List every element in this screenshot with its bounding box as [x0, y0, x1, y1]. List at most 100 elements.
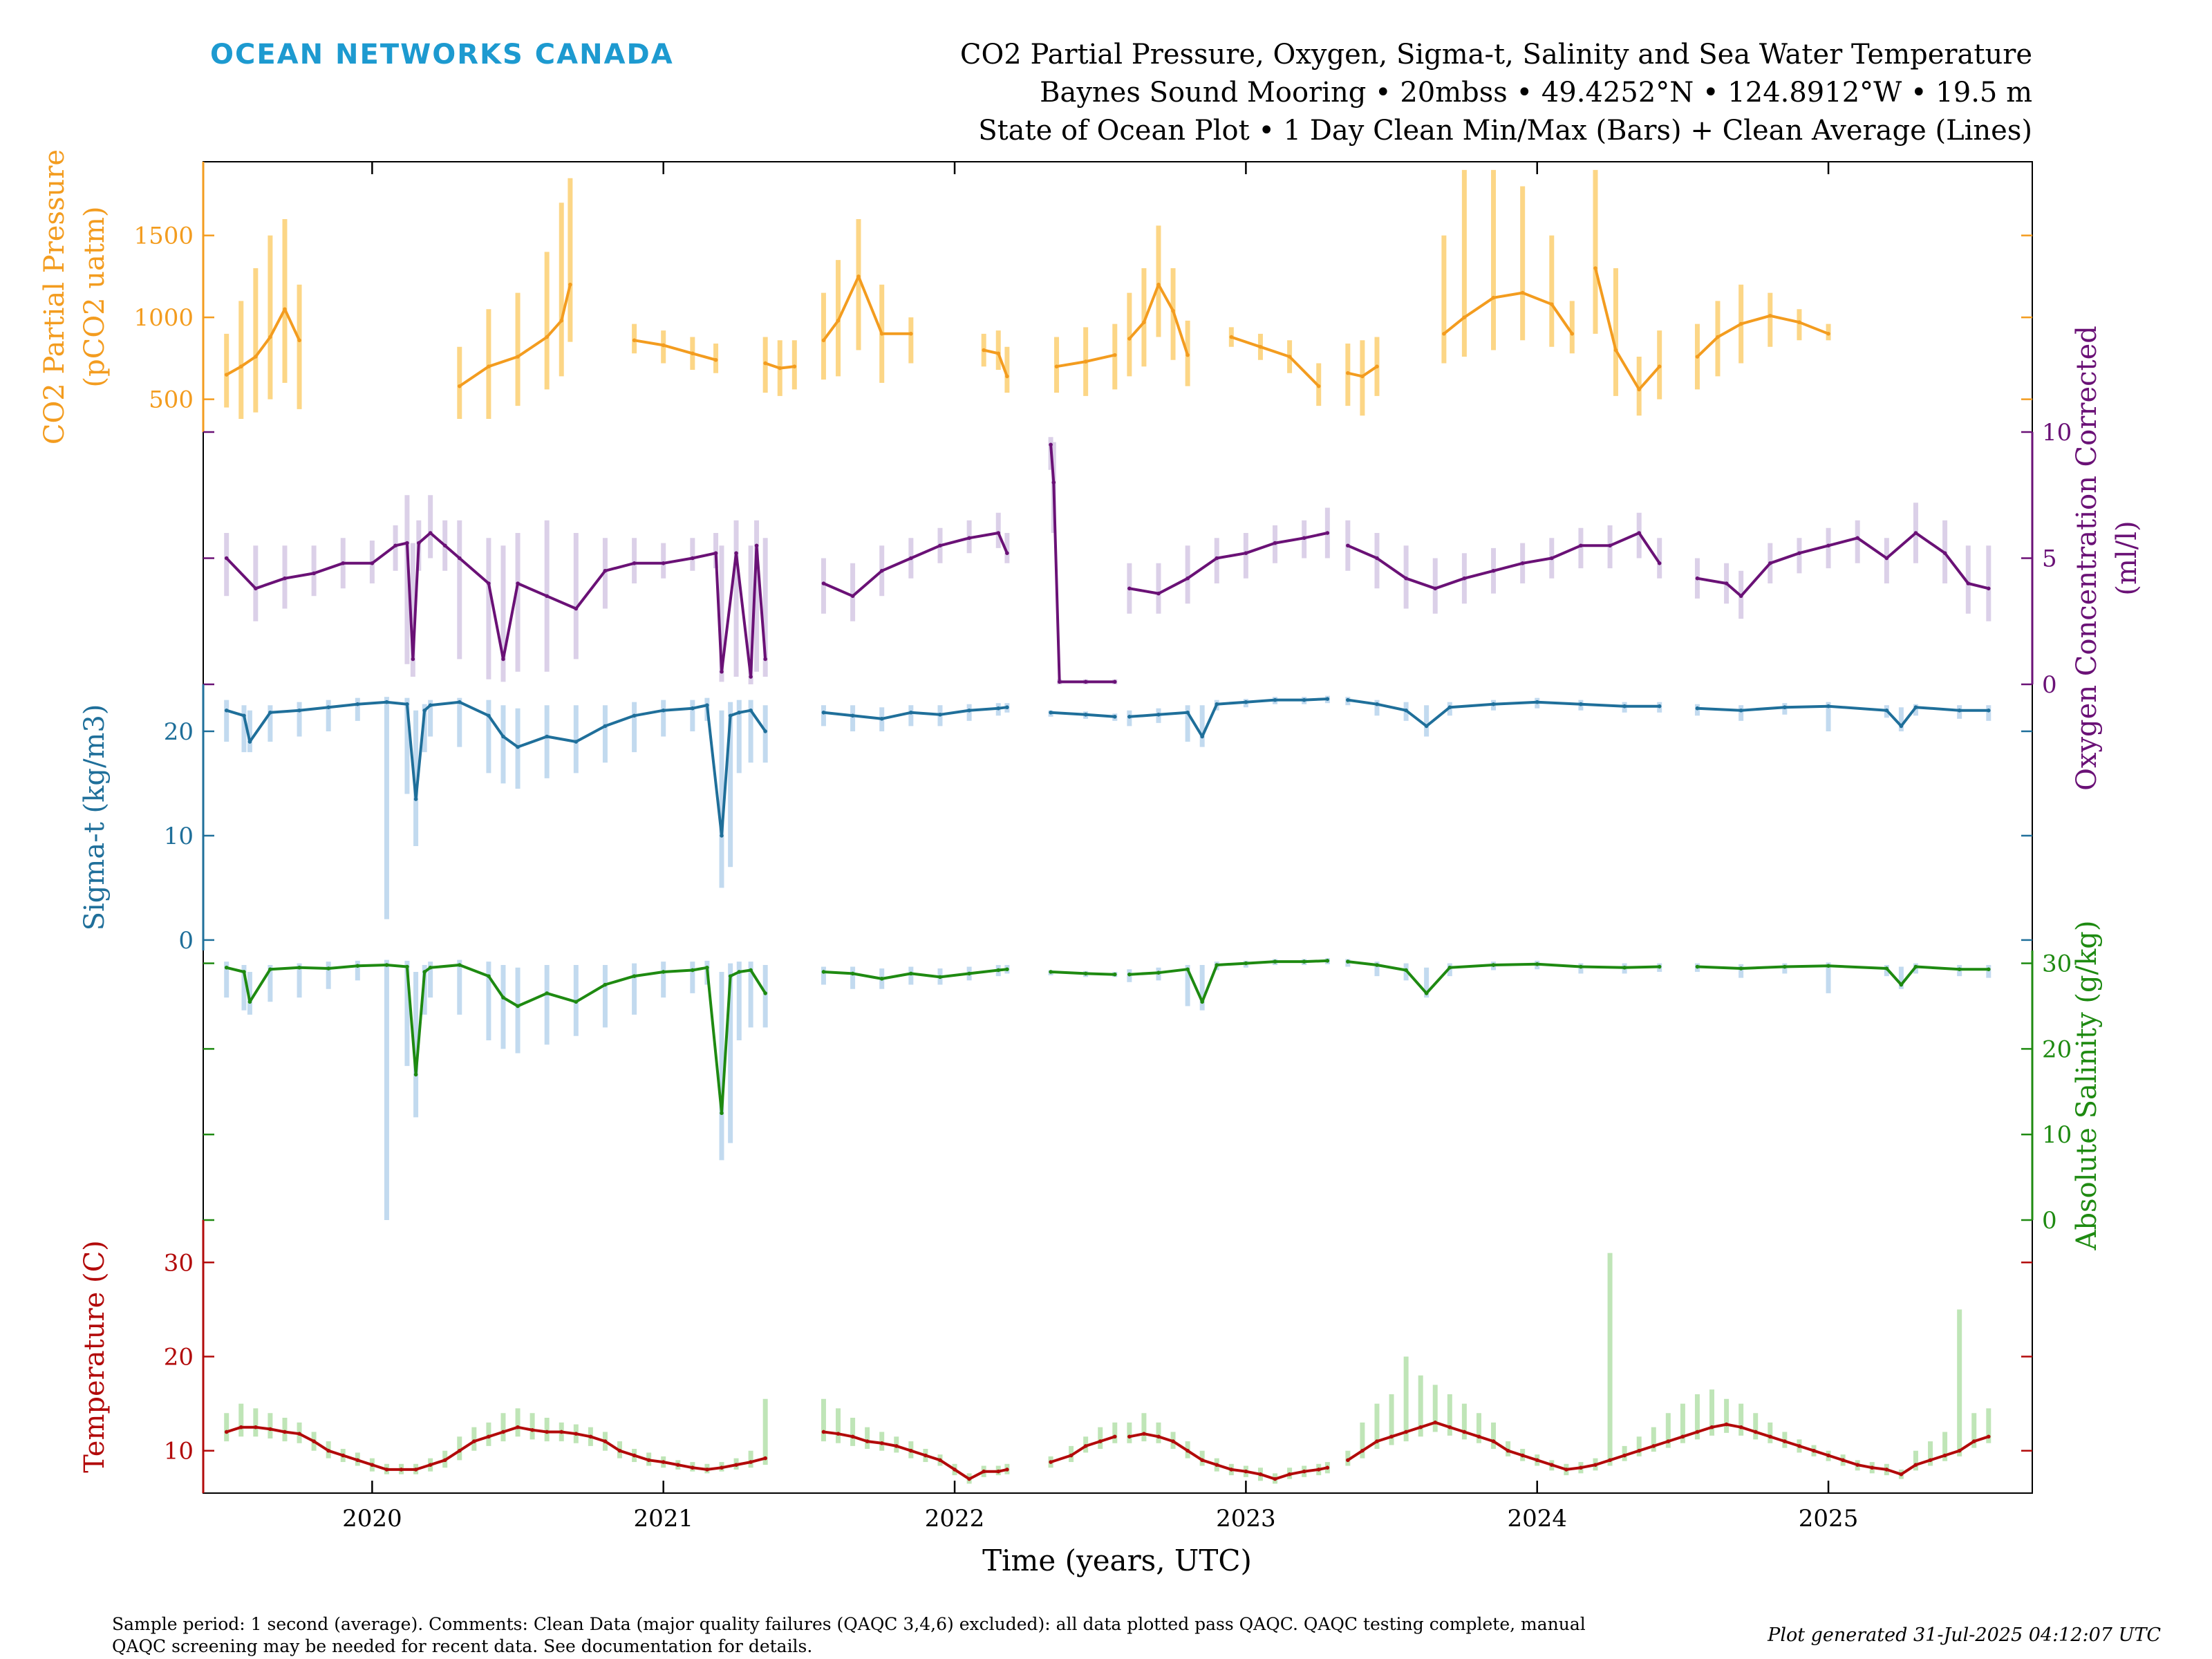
co2-axis-label: CO2 Partial Pressure	[39, 149, 71, 444]
oxygen-average-point	[341, 561, 346, 565]
co2-average-point	[1695, 355, 1700, 359]
temperature-average-point	[1462, 1430, 1467, 1434]
temperature-average-point	[1083, 1444, 1088, 1448]
temperature-average-point	[1695, 1430, 1700, 1434]
salinity-average-point	[705, 965, 709, 970]
salinity-average-point	[1899, 982, 1904, 987]
temperature-average-point	[1229, 1468, 1234, 1472]
salinity-average-point	[1957, 967, 1962, 972]
temperature-tick-label: 30	[164, 1249, 194, 1277]
temperature-average-point	[1680, 1434, 1685, 1439]
sigma-average-point	[1424, 724, 1429, 729]
temperature-average-point	[1928, 1458, 1933, 1463]
sigma-average-point	[1302, 697, 1306, 702]
sigma-average-point	[1447, 705, 1452, 710]
salinity-average-point	[1424, 991, 1429, 995]
temperature-average-point	[224, 1430, 229, 1434]
salinity-average-point	[405, 964, 409, 969]
temperature-average-point	[326, 1448, 330, 1453]
salinity-average-point	[661, 970, 666, 974]
sigma-average-point	[224, 708, 229, 713]
temperature-average-line	[823, 1430, 1008, 1481]
temperature-average-point	[457, 1448, 462, 1453]
sigma-average-point	[457, 700, 462, 704]
temperature-average-point	[1913, 1463, 1918, 1467]
temperature-average-point	[516, 1425, 520, 1430]
temperature-average-point	[559, 1430, 564, 1434]
temperature-average-point	[1666, 1439, 1671, 1443]
oxygen-average-point	[283, 576, 287, 581]
sigma-average-line	[823, 706, 1008, 720]
x-tick-label: 2022	[925, 1505, 985, 1533]
sigma-average-point	[1657, 704, 1662, 709]
salinity-average-point	[632, 974, 637, 978]
temperature-average-point	[967, 1477, 971, 1481]
co2-average-point	[1716, 335, 1720, 339]
oxygen-average-point	[1855, 536, 1859, 541]
temperature-average-point	[1899, 1472, 1904, 1477]
temperature-average-point	[1564, 1468, 1568, 1472]
temperature-average-point	[1477, 1434, 1481, 1439]
co2-average-point	[1054, 364, 1059, 369]
salinity-average-point	[1112, 972, 1117, 977]
sigma-average-point	[728, 713, 733, 718]
sigma-average-point	[1156, 712, 1161, 717]
temperature-average-point	[705, 1468, 709, 1472]
temperature-average-point	[1302, 1469, 1306, 1474]
oxygen-average-point	[405, 541, 409, 545]
salinity-average-point	[428, 965, 433, 970]
temperature-average-point	[254, 1425, 258, 1430]
salinity-average-point	[224, 965, 229, 970]
sigma-average-point	[661, 708, 666, 713]
chart-title-line-3: State of Ocean Plot • 1 Day Clean Min/Ma…	[978, 115, 2032, 147]
sigma-average-point	[1325, 697, 1330, 701]
temperature-average-point	[720, 1465, 724, 1470]
co2-tick-label: 500	[149, 386, 194, 414]
sigma-average-point	[821, 710, 826, 715]
temperature-average-point	[894, 1444, 899, 1448]
salinity-average-point	[1200, 1000, 1204, 1004]
sigma-average-point	[1346, 697, 1350, 702]
oxygen-average-point	[1127, 586, 1132, 591]
temperature-tick-label: 10	[164, 1438, 194, 1465]
temperature-average-point	[982, 1469, 986, 1474]
sigma-average-point	[1215, 702, 1219, 706]
temperature-average-point	[283, 1430, 287, 1434]
sigma-average-point	[691, 706, 695, 711]
sigma-average-point	[384, 700, 389, 704]
sigma-average-point	[737, 710, 742, 715]
sigma-average-point	[516, 744, 520, 749]
oxygen-average-line	[823, 532, 1009, 598]
x-tick-label: 2023	[1216, 1505, 1276, 1533]
temperature-average-point	[1738, 1425, 1743, 1430]
salinity-average-point	[1535, 962, 1539, 966]
footer-note-line-2: QAQC screening may be needed for recent …	[112, 1636, 812, 1656]
salinity-average-point	[821, 970, 826, 974]
oxygen-average-point	[1051, 480, 1056, 485]
temperature-average-point	[1049, 1460, 1053, 1464]
salinity-average-point	[1657, 964, 1662, 969]
salinity-average-point	[996, 968, 1001, 973]
temperature-average-point	[355, 1458, 360, 1463]
co2-average-point	[1462, 315, 1467, 319]
co2-average-point	[1171, 308, 1175, 313]
oxygen-average-point	[763, 657, 767, 662]
co2-average-point	[792, 364, 797, 369]
oxygen-average-point	[1986, 586, 1991, 591]
oxygen-average-point	[1185, 576, 1190, 581]
temperature-average-point	[1535, 1458, 1539, 1463]
temperature-average-point	[1360, 1448, 1365, 1453]
temperature-average-point	[850, 1434, 855, 1439]
salinity-average-line	[1347, 960, 1660, 995]
oxygen-average-point	[1156, 591, 1161, 596]
salinity-average-point	[720, 1111, 724, 1116]
co2-average-point	[545, 335, 549, 339]
salinity-average-point	[1884, 966, 1889, 971]
co2-average-point	[457, 384, 462, 388]
oxygen-average-point	[996, 531, 1001, 535]
salinity-average-point	[938, 975, 942, 980]
oxygen-average-point	[1797, 551, 1801, 555]
co2-average-point	[1083, 359, 1088, 364]
sigma-average-point	[1884, 708, 1889, 713]
